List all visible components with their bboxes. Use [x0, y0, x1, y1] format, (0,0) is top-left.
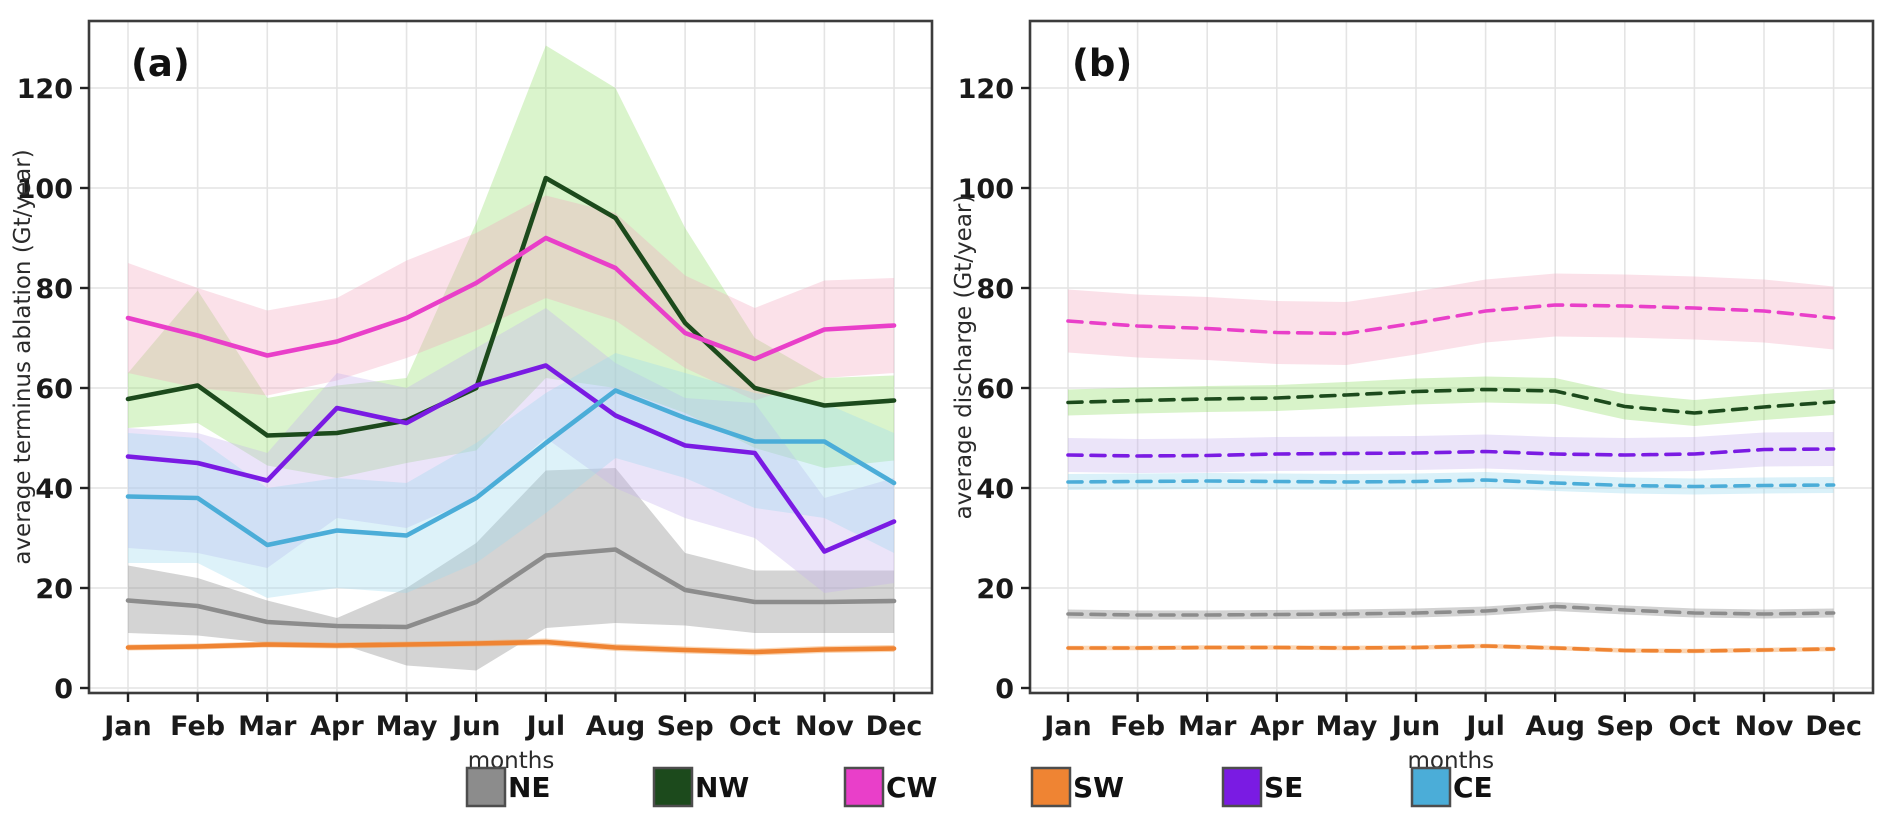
x-tick-label: Aug [586, 711, 645, 742]
legend-label: SE [1264, 771, 1303, 804]
legend: NE NW CW SW SE CE [465, 766, 1493, 808]
y-axis-title: average terminus ablation (Gt/year) [10, 149, 36, 564]
legend-swatch-SE [1221, 766, 1263, 808]
y-axis-title: average discharge (Gt/year) [951, 195, 977, 520]
band-CW [1068, 273, 1834, 365]
legend-item-SW: SW [1030, 766, 1124, 808]
y-tick-label: 60 [976, 374, 1014, 405]
band-CE [128, 353, 895, 598]
legend-swatch-CW [843, 766, 885, 808]
y-tick-label: 40 [35, 474, 73, 505]
panel-b: Jan Feb Mar Apr May Jun Jul Aug Sep Oct Nov Dec 0 20 4… [951, 19, 1875, 774]
x-tick-label: Oct [729, 711, 781, 742]
x-tick-label: Dec [1805, 711, 1862, 742]
legend-label: SW [1073, 771, 1124, 804]
line-CE [125, 388, 897, 548]
line-NE [1066, 604, 1836, 617]
band-SE [128, 308, 895, 593]
x-tick-label: Apr [1250, 711, 1304, 742]
y-tick-label: 100 [958, 174, 1014, 205]
y-tick-label: 0 [995, 674, 1014, 705]
y-tick-label: 100 [17, 174, 73, 205]
band-NE [128, 468, 895, 671]
x-tick-label: Jun [450, 711, 501, 742]
legend-item-SE: SE [1221, 766, 1303, 808]
line-NW [1066, 387, 1836, 415]
legend-label: CW [886, 771, 938, 804]
legend-label: NE [508, 771, 551, 804]
line-CW [125, 235, 897, 362]
x-tick-label: Nov [1735, 711, 1794, 742]
x-tick-label: Jan [1042, 711, 1092, 742]
legend-item-CE: CE [1410, 766, 1493, 808]
x-axis: Jan Feb Mar Apr May Jun Jul Aug Sep Oct Nov Dec [1042, 693, 1862, 742]
line-CE [1066, 478, 1836, 489]
x-tick-label: May [376, 711, 438, 742]
gridlines [1030, 21, 1873, 693]
line-SE [1066, 447, 1836, 458]
line-CW [1066, 303, 1836, 336]
x-tick-label: Oct [1668, 711, 1720, 742]
y-tick-label: 20 [976, 574, 1014, 605]
panel-label: (b) [1072, 42, 1132, 85]
x-tick-label: Sep [657, 711, 714, 742]
x-tick-label: Mar [1178, 711, 1237, 742]
legend-item-NE: NE [465, 766, 551, 808]
x-tick-label: Mar [238, 711, 297, 742]
band-CE [1068, 472, 1834, 495]
y-tick-label: 20 [35, 574, 73, 605]
x-tick-label: Jun [1390, 711, 1441, 742]
legend-swatch-NE [465, 766, 507, 808]
y-tick-label: 80 [976, 274, 1014, 305]
legend-swatch-CE [1410, 766, 1452, 808]
y-axis: 0 20 40 60 80 100 120 [958, 74, 1030, 705]
x-tick-label: Dec [866, 711, 923, 742]
line-SW [1066, 644, 1836, 653]
panel-label: (a) [131, 42, 190, 85]
x-tick-label: Feb [170, 711, 225, 742]
y-tick-label: 60 [35, 374, 73, 405]
line-SW [125, 639, 897, 655]
x-tick-label: Apr [310, 711, 364, 742]
x-axis: Jan Feb Mar Apr May Jun Jul Aug Sep Oct Nov Dec [102, 693, 922, 742]
x-tick-label: Jul [1464, 711, 1505, 742]
x-tick-label: May [1315, 711, 1377, 742]
legend-item-CW: CW [843, 766, 938, 808]
x-tick-label: Nov [795, 711, 854, 742]
y-tick-label: 120 [17, 74, 73, 105]
x-tick-label: Feb [1110, 711, 1165, 742]
line-NE [125, 547, 897, 630]
x-tick-label: Sep [1596, 711, 1653, 742]
y-axis: 0 20 40 60 80 100 120 [17, 74, 89, 705]
band-CW [128, 195, 895, 401]
x-tick-label: Jan [102, 711, 152, 742]
panel-a: Jan Feb Mar Apr May Jun Jul Aug Sep Oct Nov Dec 0 20 4… [10, 19, 934, 774]
legend-item-NW: NW [652, 766, 749, 808]
y-tick-label: 80 [35, 274, 73, 305]
y-tick-label: 120 [958, 74, 1014, 105]
legend-label: CE [1453, 771, 1493, 804]
legend-label: NW [695, 771, 749, 804]
line-NW [125, 175, 897, 438]
legend-swatch-SW [1030, 766, 1072, 808]
plot-border [1028, 19, 1875, 695]
legend-swatch-NW [652, 766, 694, 808]
x-tick-label: Jul [525, 711, 566, 742]
y-tick-label: 0 [54, 674, 73, 705]
x-tick-label: Aug [1525, 711, 1584, 742]
y-tick-label: 40 [976, 474, 1014, 505]
plot-border [87, 19, 934, 695]
band-NW [1068, 376, 1834, 426]
line-SE [125, 363, 897, 554]
